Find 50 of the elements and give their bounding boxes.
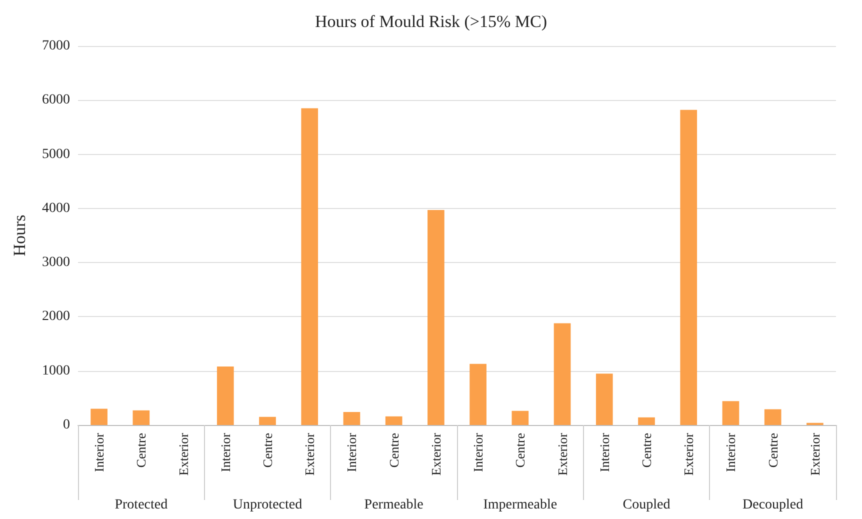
x-tick-label: Exterior: [807, 432, 822, 476]
bar: [90, 408, 108, 425]
bar: [680, 110, 698, 425]
x-tick-label: Centre: [512, 432, 528, 468]
bar: [301, 108, 318, 425]
bar: [470, 364, 486, 425]
bar: [512, 410, 529, 425]
x-tick-label: Centre: [134, 432, 149, 468]
y-tick-label: 3000: [42, 255, 70, 270]
x-tick-label: Centre: [765, 432, 780, 468]
y-axis-title: Hours: [10, 214, 29, 256]
x-tick-label: Exterior: [681, 432, 696, 476]
y-tick-label: 1000: [42, 363, 70, 378]
y-tick-label: 7000: [42, 38, 70, 54]
bar: [596, 374, 613, 425]
text: Unprotected: [232, 498, 302, 512]
x-tick-label: Interior: [344, 432, 360, 472]
x-tick-label: Centre: [639, 432, 654, 468]
x-tick-label: Exterior: [428, 432, 444, 476]
x-tick-label: Centre: [260, 432, 275, 468]
text: Coupled: [622, 498, 670, 512]
x-tick-label: Interior: [723, 432, 738, 472]
bar: [638, 417, 655, 425]
x-tick-label: Exterior: [554, 432, 570, 476]
bar: [132, 410, 150, 425]
x-tick-label: Interior: [470, 432, 486, 472]
chart-title: Hours of Mould Risk (>15% MC): [314, 12, 548, 31]
y-tick-label: 6000: [42, 92, 70, 108]
bar: [554, 323, 571, 425]
y-tick-label: 4000: [42, 200, 70, 216]
x-tick-label: Interior: [596, 432, 612, 472]
bar: [428, 210, 444, 425]
text: Protected: [114, 498, 168, 512]
x-tick-label: Interior: [218, 432, 233, 472]
bar: [259, 416, 276, 425]
y-tick-label: 0: [63, 418, 70, 432]
text: Decoupled: [742, 498, 804, 512]
bar: [216, 366, 234, 425]
bar: [764, 409, 782, 425]
y-tick-label: 2000: [42, 309, 70, 324]
x-tick-label: Interior: [92, 432, 107, 472]
bar: [385, 416, 402, 425]
y-tick-label: 5000: [42, 146, 70, 162]
text: Impermeable: [483, 498, 558, 512]
x-tick-label: Exterior: [176, 432, 191, 476]
bar: [343, 412, 360, 425]
text: Permeable: [364, 498, 424, 512]
x-tick-label: Exterior: [302, 432, 318, 476]
x-tick-label: Centre: [386, 432, 402, 468]
bar: [722, 401, 740, 425]
